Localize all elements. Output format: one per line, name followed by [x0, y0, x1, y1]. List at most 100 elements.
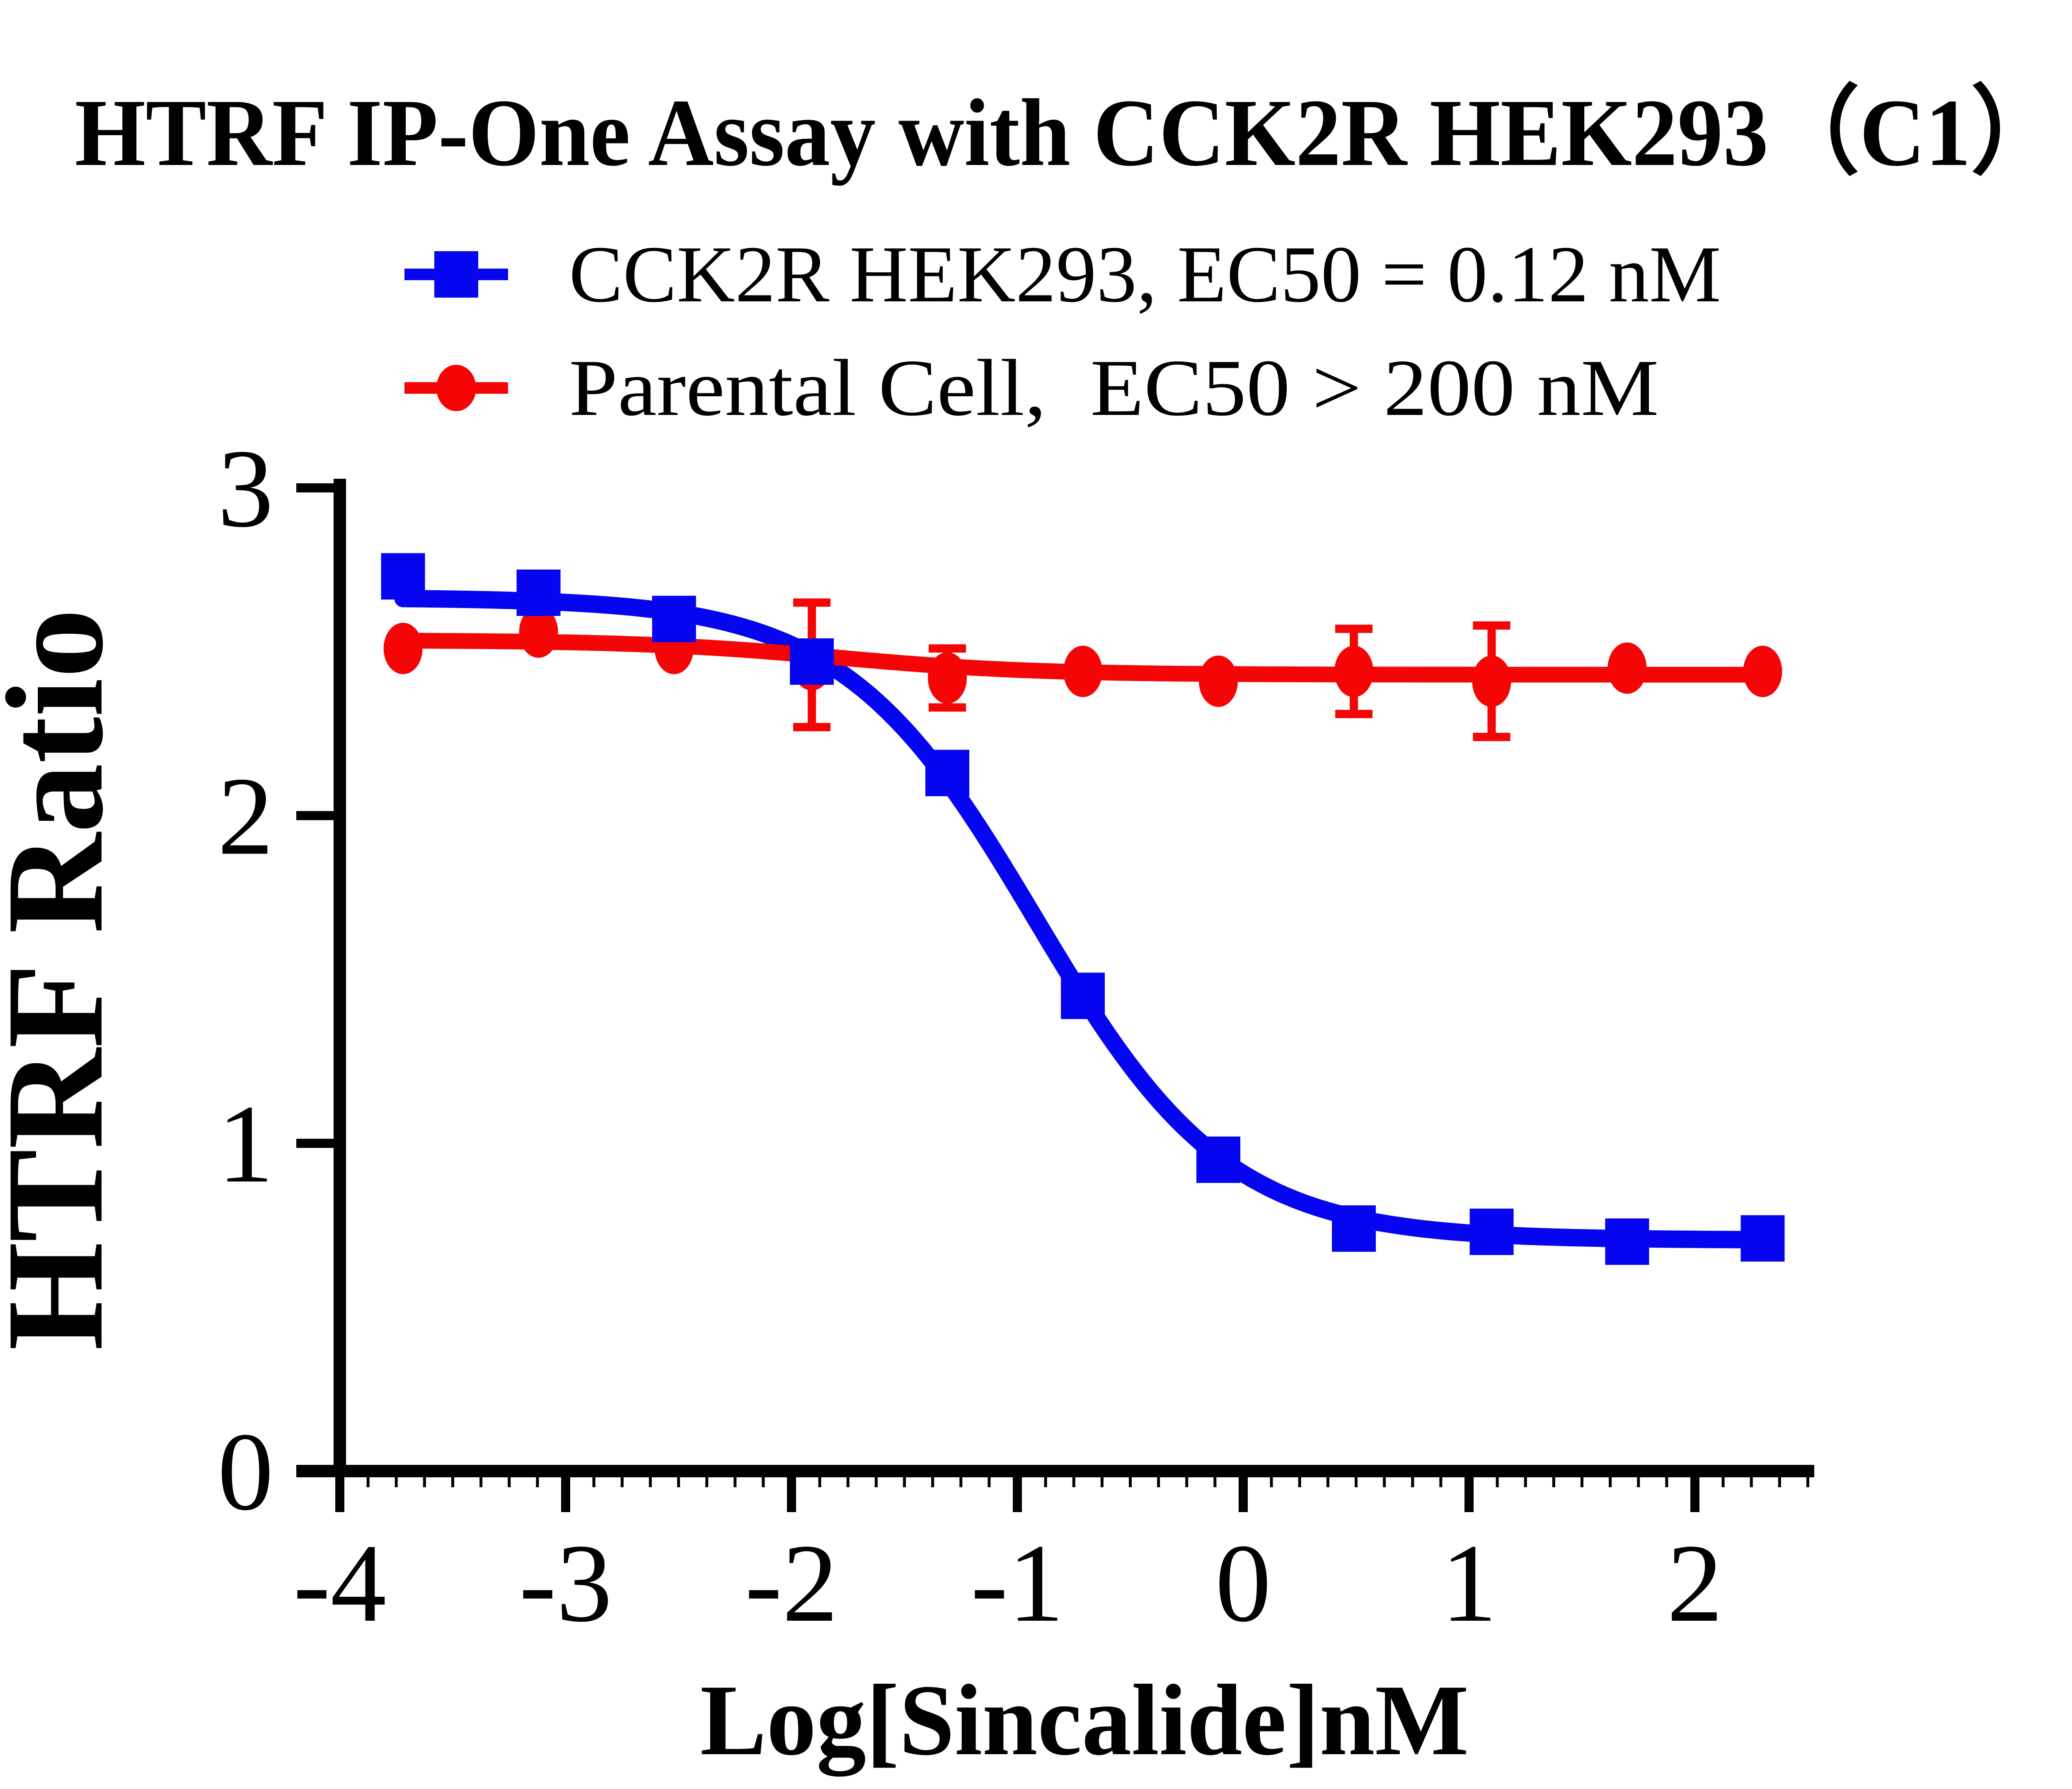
legend-circle-marker-icon: [436, 365, 476, 411]
error-bar-cap: [793, 723, 831, 732]
error-bar-cap: [1473, 732, 1510, 741]
x-minor-tick: [423, 1477, 426, 1487]
x-major-tick: [335, 1477, 344, 1512]
x-minor-tick: [1100, 1477, 1104, 1487]
x-tick-label: -4: [293, 1521, 387, 1645]
x-tick-label: 2: [1667, 1521, 1723, 1645]
data-point-circle: [383, 623, 423, 674]
x-minor-tick: [1806, 1477, 1809, 1487]
x-major-tick: [561, 1477, 570, 1512]
x-minor-tick: [366, 1477, 370, 1487]
data-point-square: [1469, 1208, 1514, 1255]
x-minor-tick: [1298, 1477, 1301, 1487]
x-tick-label: 1: [1441, 1521, 1497, 1645]
data-point-circle: [928, 652, 967, 704]
data-point-circle: [1334, 645, 1374, 697]
x-minor-tick: [1129, 1477, 1132, 1487]
x-minor-tick: [1778, 1477, 1781, 1487]
chart-title: HTRF IP-One Assay with CCK2R HEK293（C1）: [75, 80, 2062, 186]
y-tick-label: 1: [218, 1082, 274, 1206]
x-minor-tick: [620, 1477, 624, 1487]
x-minor-tick: [959, 1477, 963, 1487]
x-minor-tick: [1665, 1477, 1668, 1487]
x-minor-tick: [762, 1477, 765, 1487]
x-minor-tick: [874, 1477, 878, 1487]
data-point-square: [790, 638, 834, 685]
x-major-tick: [1013, 1477, 1022, 1512]
y-axis-line: [334, 479, 346, 1477]
y-axis-label: HTRF Ratio: [0, 608, 132, 1350]
x-minor-tick: [1581, 1477, 1583, 1487]
error-bar-cap: [793, 598, 831, 607]
x-tick-label: -1: [971, 1521, 1064, 1645]
data-point-square: [516, 570, 561, 616]
legend-label-parental: Parental Cell, EC50 > 200 nM: [569, 343, 1659, 433]
data-point-square: [1740, 1215, 1785, 1262]
x-minor-tick: [846, 1477, 850, 1487]
data-point-square: [1061, 972, 1105, 1019]
x-axis-line: [296, 1465, 1814, 1477]
x-minor-tick: [903, 1477, 906, 1487]
data-point-square: [1332, 1205, 1376, 1252]
x-minor-tick: [818, 1477, 821, 1487]
x-minor-tick: [705, 1477, 709, 1487]
error-bar-cap: [1473, 621, 1510, 630]
data-point-circle: [519, 606, 558, 658]
x-minor-tick: [1383, 1477, 1386, 1487]
data-point-circle: [1607, 642, 1647, 694]
x-minor-tick: [1185, 1477, 1188, 1487]
data-point-circle: [1472, 655, 1511, 707]
x-minor-tick: [988, 1477, 991, 1487]
x-minor-tick: [1213, 1477, 1217, 1487]
x-major-tick: [787, 1477, 796, 1512]
data-point-square: [925, 749, 970, 796]
x-tick-label: -3: [519, 1521, 612, 1645]
x-minor-tick: [479, 1477, 483, 1487]
y-major-tick: [296, 1139, 334, 1148]
plot-series: [381, 553, 1785, 1265]
x-minor-tick: [1411, 1477, 1414, 1487]
data-point-square: [1196, 1136, 1241, 1183]
x-tick-label: -2: [745, 1521, 838, 1645]
x-minor-tick: [536, 1477, 539, 1487]
x-major-tick: [1239, 1477, 1248, 1512]
legend-label-cck2r: CCK2R HEK293, EC50 = 0.12 nM: [569, 230, 1721, 319]
x-minor-tick: [1072, 1477, 1075, 1487]
x-minor-tick: [1355, 1477, 1358, 1487]
y-tick-label: 0: [218, 1410, 274, 1534]
x-minor-tick: [508, 1477, 511, 1487]
x-minor-tick: [451, 1477, 454, 1487]
x-tick-label: 0: [1215, 1521, 1271, 1645]
x-minor-tick: [1637, 1477, 1640, 1487]
x-minor-tick: [1552, 1477, 1555, 1487]
legend: CCK2R HEK293, EC50 = 0.12 nM Parental Ce…: [404, 230, 1721, 433]
legend-item-parental: Parental Cell, EC50 > 200 nM: [404, 343, 1659, 433]
x-minor-tick: [1750, 1477, 1753, 1487]
data-point-square: [1605, 1218, 1649, 1265]
x-major-tick: [1464, 1477, 1474, 1512]
x-major-tick: [1690, 1477, 1699, 1512]
data-point-circle: [1063, 645, 1103, 697]
y-major-tick: [296, 811, 334, 820]
x-minor-tick: [1609, 1477, 1612, 1487]
x-minor-tick: [649, 1477, 652, 1487]
legend-square-marker-icon: [434, 251, 478, 298]
x-minor-tick: [1496, 1477, 1499, 1487]
error-bar-cap: [1335, 710, 1373, 718]
x-minor-tick: [931, 1477, 934, 1487]
x-minor-tick: [1721, 1477, 1725, 1487]
error-bar-cap: [929, 703, 966, 712]
y-tick-label: 2: [218, 754, 274, 878]
x-minor-tick: [1270, 1477, 1273, 1487]
x-minor-tick: [592, 1477, 595, 1487]
x-minor-tick: [1439, 1477, 1443, 1487]
x-minor-tick: [1044, 1477, 1047, 1487]
x-minor-tick: [677, 1477, 680, 1487]
x-minor-tick: [395, 1477, 398, 1487]
axes: 0 1 2 3 -4 -3 -2 -1 0 1 2: [218, 427, 1814, 1645]
x-axis-label: Log[Sincalide]nM: [700, 1664, 1469, 1777]
y-major-tick: [296, 483, 334, 492]
error-bar-cap: [929, 644, 966, 653]
